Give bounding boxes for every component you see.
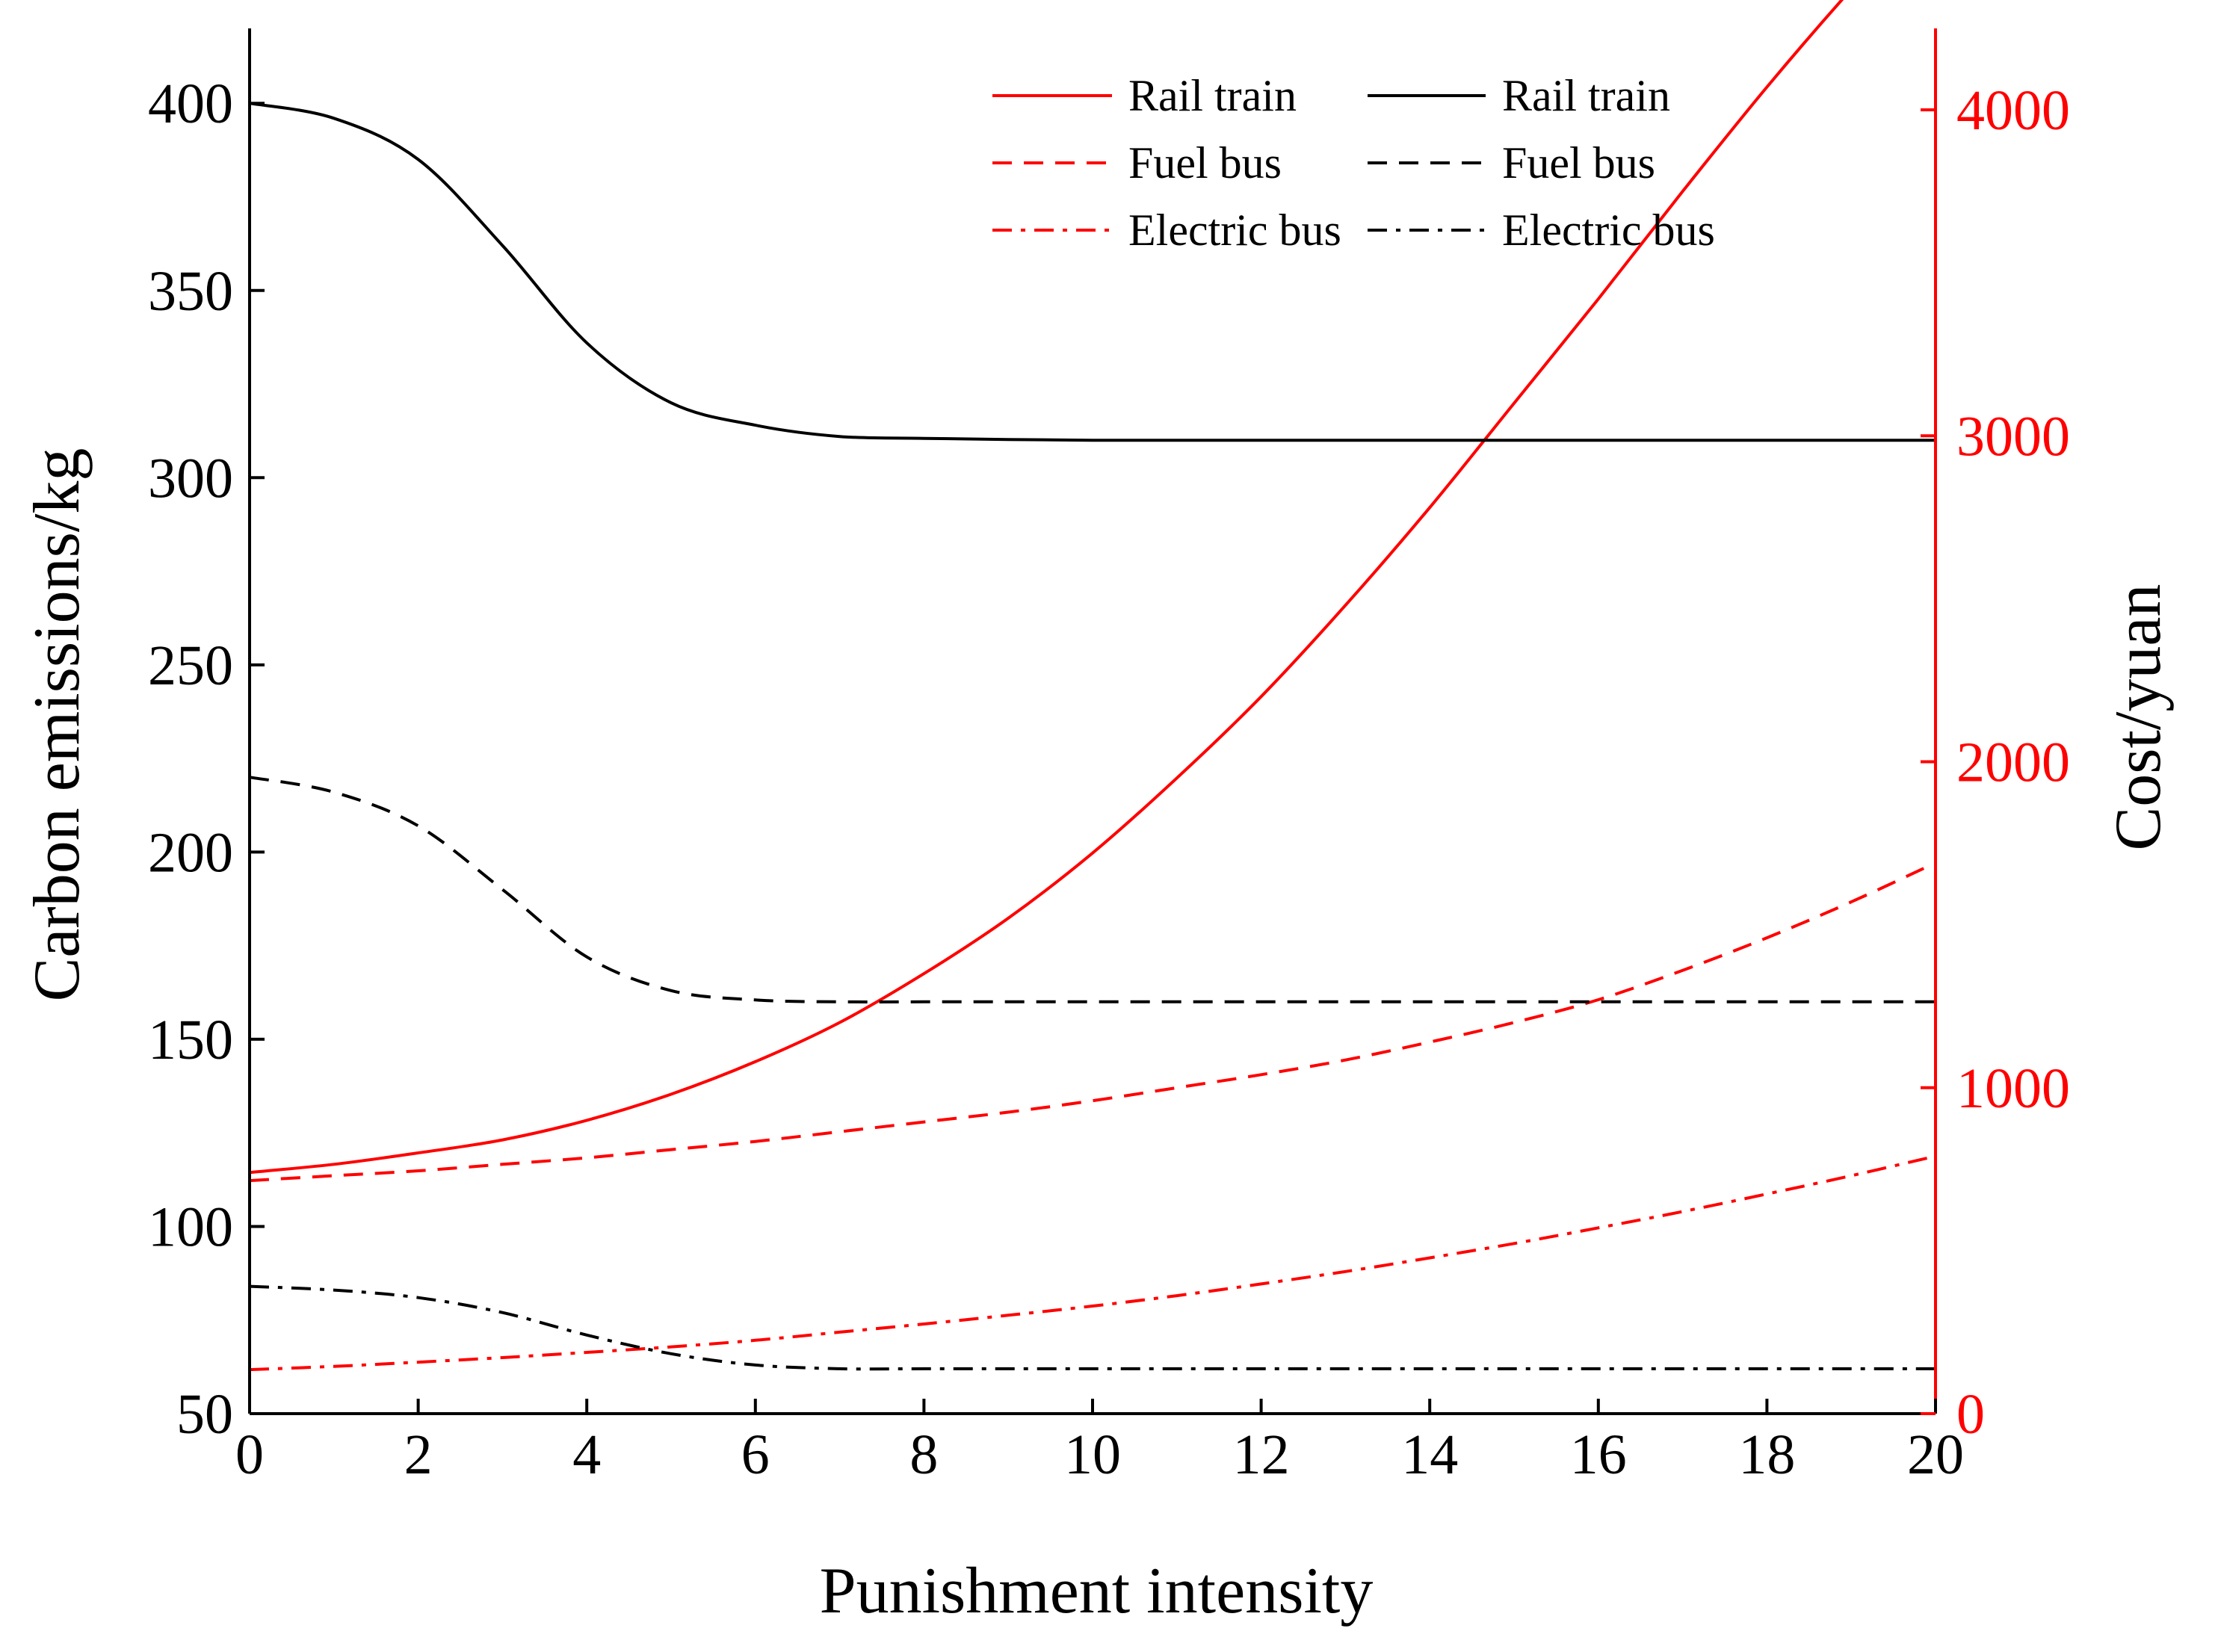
x-tick-label: 16 [1570,1423,1627,1486]
y-right-tick-label: 2000 [1956,731,2070,794]
y-left-tick-label: 150 [148,1009,233,1071]
x-tick-label: 12 [1233,1423,1290,1486]
legend: Rail train Fuel bus Electric bus Rail train… [992,71,1715,255]
series-line-cost-rail-train [249,0,1844,1175]
legend-label-emissions-electric-bus: Electric bus [1502,205,1715,255]
y-left-tick-label: 350 [148,260,233,323]
x-tick-label: 2 [404,1423,433,1486]
x-tick-label: 10 [1064,1423,1121,1486]
x-tick-label: 18 [1738,1423,1795,1486]
x-tick-label: 20 [1907,1423,1964,1486]
y-right-tick-label: 0 [1956,1383,1985,1446]
x-tick-label: 6 [741,1423,770,1486]
y-right-tick-label: 3000 [1956,405,2070,468]
series-line-emissions-electric-bus [249,1284,1936,1371]
y-left-tick-label: 200 [148,821,233,884]
y-left-tick-label: 300 [148,447,233,510]
x-axis-title: Punishment intensity [820,1555,1374,1627]
x-tick-label: 14 [1401,1423,1458,1486]
y-axis-right-title: Cost/yuan [2102,584,2175,851]
x-tick-label: 4 [572,1423,601,1486]
y-left-tick-label: 50 [176,1383,233,1446]
y-left-tick-label: 100 [148,1195,233,1258]
series-line-emissions-rail-train [249,102,1936,442]
y-right-tick-label: 1000 [1956,1057,2070,1120]
legend-label-cost-electric-bus: Electric bus [1128,205,1341,255]
y-right-tick-label: 4000 [1956,79,2070,142]
legend-label-emissions-rail-train: Rail train [1502,71,1670,120]
y-left-tick-label: 250 [148,634,233,697]
legend-label-cost-rail-train: Rail train [1128,71,1297,120]
x-tick-label: 0 [235,1423,264,1486]
y-axis-left-title: Carbon emissions/kg [21,448,93,1002]
x-tick-label: 8 [909,1423,938,1486]
y-left-tick-label: 400 [148,72,233,135]
legend-label-emissions-fuel-bus: Fuel bus [1502,138,1655,188]
series-line-emissions-fuel-bus [249,776,1936,1003]
series-line-cost-fuel-bus [249,861,1936,1183]
series-line-cost-electric-bus [249,1154,1936,1372]
ticks-layer: 0 2 4 6 8 10 12 14 16 18 20 50 100 150 200 250 300 350 400… [148,72,2070,1486]
legend-label-cost-fuel-bus: Fuel bus [1128,138,1282,188]
series-layer [249,0,1936,1372]
